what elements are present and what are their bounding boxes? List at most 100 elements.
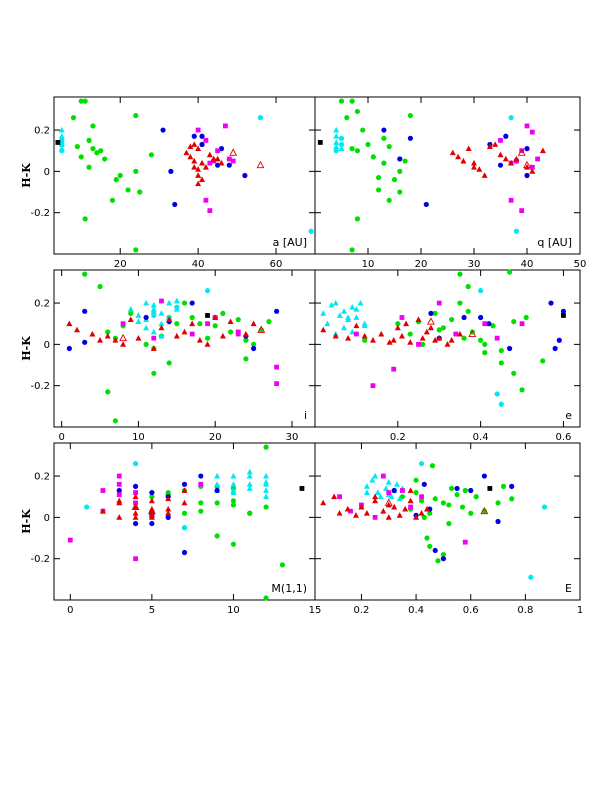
data-point-cyan xyxy=(353,314,360,320)
data-point-red xyxy=(165,510,172,516)
panel-a: 20 40 60 -0.2 0 0.2 a [AU] H-K xyxy=(20,96,316,270)
data-point-green xyxy=(490,323,496,329)
data-point-magenta xyxy=(519,321,525,327)
data-point-blue xyxy=(66,345,72,352)
data-point-green xyxy=(391,177,398,183)
x-tick-label: 10 xyxy=(362,259,375,270)
data-point-green xyxy=(198,508,204,514)
data-point-magenta xyxy=(151,335,157,341)
data-point-cyan xyxy=(143,324,150,331)
data-point-green xyxy=(462,487,468,494)
data-point-green xyxy=(133,168,139,174)
data-point-green xyxy=(495,500,501,506)
data-point-red xyxy=(191,164,198,170)
data-point-red xyxy=(116,514,123,520)
data-point-cyan xyxy=(377,493,384,500)
data-point-cyan xyxy=(361,322,368,329)
y-tick-label: 0.2 xyxy=(34,299,50,310)
x-tick-label: 0.4 xyxy=(473,432,489,443)
plot-frame xyxy=(53,96,316,255)
data-point-cyan xyxy=(181,525,188,531)
data-point-red xyxy=(396,512,403,518)
data-point-blue xyxy=(481,473,487,479)
data-point-blue xyxy=(524,146,530,152)
data-point-cyan xyxy=(372,472,379,479)
data-point-green xyxy=(263,595,269,601)
data-point-red xyxy=(181,487,188,493)
data-point-cyan xyxy=(246,485,253,491)
data-point-red xyxy=(353,322,360,329)
data-point-blue xyxy=(556,337,562,343)
data-point-green xyxy=(413,477,419,483)
x-tick-label: 20 xyxy=(209,432,222,443)
data-point-green xyxy=(344,115,350,121)
data-point-red xyxy=(391,503,398,510)
x-tick-label: 50 xyxy=(574,259,587,270)
data-point-green xyxy=(523,314,529,321)
data-point-magenta xyxy=(462,539,468,545)
data-point-cyan xyxy=(528,574,534,580)
data-point-blue xyxy=(199,133,205,139)
data-point-cyan xyxy=(230,489,237,495)
data-point-green xyxy=(212,323,218,329)
data-point-blue xyxy=(250,345,257,352)
x-tick-label: 20 xyxy=(415,259,428,270)
data-point-red xyxy=(427,324,434,331)
data-point-cyan xyxy=(246,481,253,487)
data-point-green xyxy=(429,463,436,469)
data-point-blue xyxy=(218,146,225,152)
y-tick-label: 0.2 xyxy=(34,472,50,483)
data-point-red xyxy=(358,503,365,510)
data-point-red xyxy=(112,337,119,343)
data-point-cyan xyxy=(58,126,65,133)
data-point-red xyxy=(212,314,219,320)
data-point-blue xyxy=(191,133,197,139)
data-point-red xyxy=(183,149,190,156)
data-point-cyan xyxy=(174,304,180,310)
data-point-red xyxy=(204,341,211,347)
data-point-cyan xyxy=(363,489,370,495)
data-point-cyan xyxy=(135,318,142,325)
data-point-cyan xyxy=(324,320,331,327)
data-point-red xyxy=(424,505,431,512)
data-point-green xyxy=(468,510,474,516)
data-point-green xyxy=(151,370,157,376)
data-point-blue xyxy=(181,481,188,487)
data-point-cyan xyxy=(498,401,504,407)
data-point-blue xyxy=(116,487,122,494)
data-point-red xyxy=(449,149,456,156)
data-point-red xyxy=(104,332,111,339)
data-point-red xyxy=(386,339,393,345)
data-point-cyan xyxy=(143,299,150,306)
data-point-red xyxy=(363,510,370,516)
data-point-red xyxy=(132,493,139,500)
data-point-blue xyxy=(423,201,429,208)
data-point-green xyxy=(197,321,203,327)
data-point-red xyxy=(529,168,536,174)
data-point-red xyxy=(127,316,134,322)
data-point-red xyxy=(336,510,343,516)
panel-label: a [AU] xyxy=(273,236,307,249)
data-point-magenta xyxy=(482,321,488,327)
data-point-cyan xyxy=(158,332,165,339)
x-tick-label: 0.6 xyxy=(463,605,479,616)
data-point-magenta xyxy=(230,158,236,164)
data-point-red xyxy=(352,512,359,518)
data-point-green xyxy=(448,485,455,492)
data-point-green xyxy=(478,337,484,343)
data-point-red xyxy=(378,330,385,337)
data-point-magenta xyxy=(399,315,405,320)
data-point-cyan xyxy=(84,504,90,510)
data-point-blue xyxy=(552,345,558,352)
data-point-magenta xyxy=(189,331,195,337)
data-point-red xyxy=(369,337,376,343)
data-point-green xyxy=(105,389,111,395)
data-point-green xyxy=(128,310,134,316)
data-point-green xyxy=(418,498,425,504)
data-point-green xyxy=(386,143,392,150)
data-point-red xyxy=(456,330,463,337)
x-tick-label: 0.2 xyxy=(390,432,406,443)
data-point-red xyxy=(165,495,172,502)
data-point-red xyxy=(119,333,128,342)
data-point-cyan xyxy=(396,495,403,502)
